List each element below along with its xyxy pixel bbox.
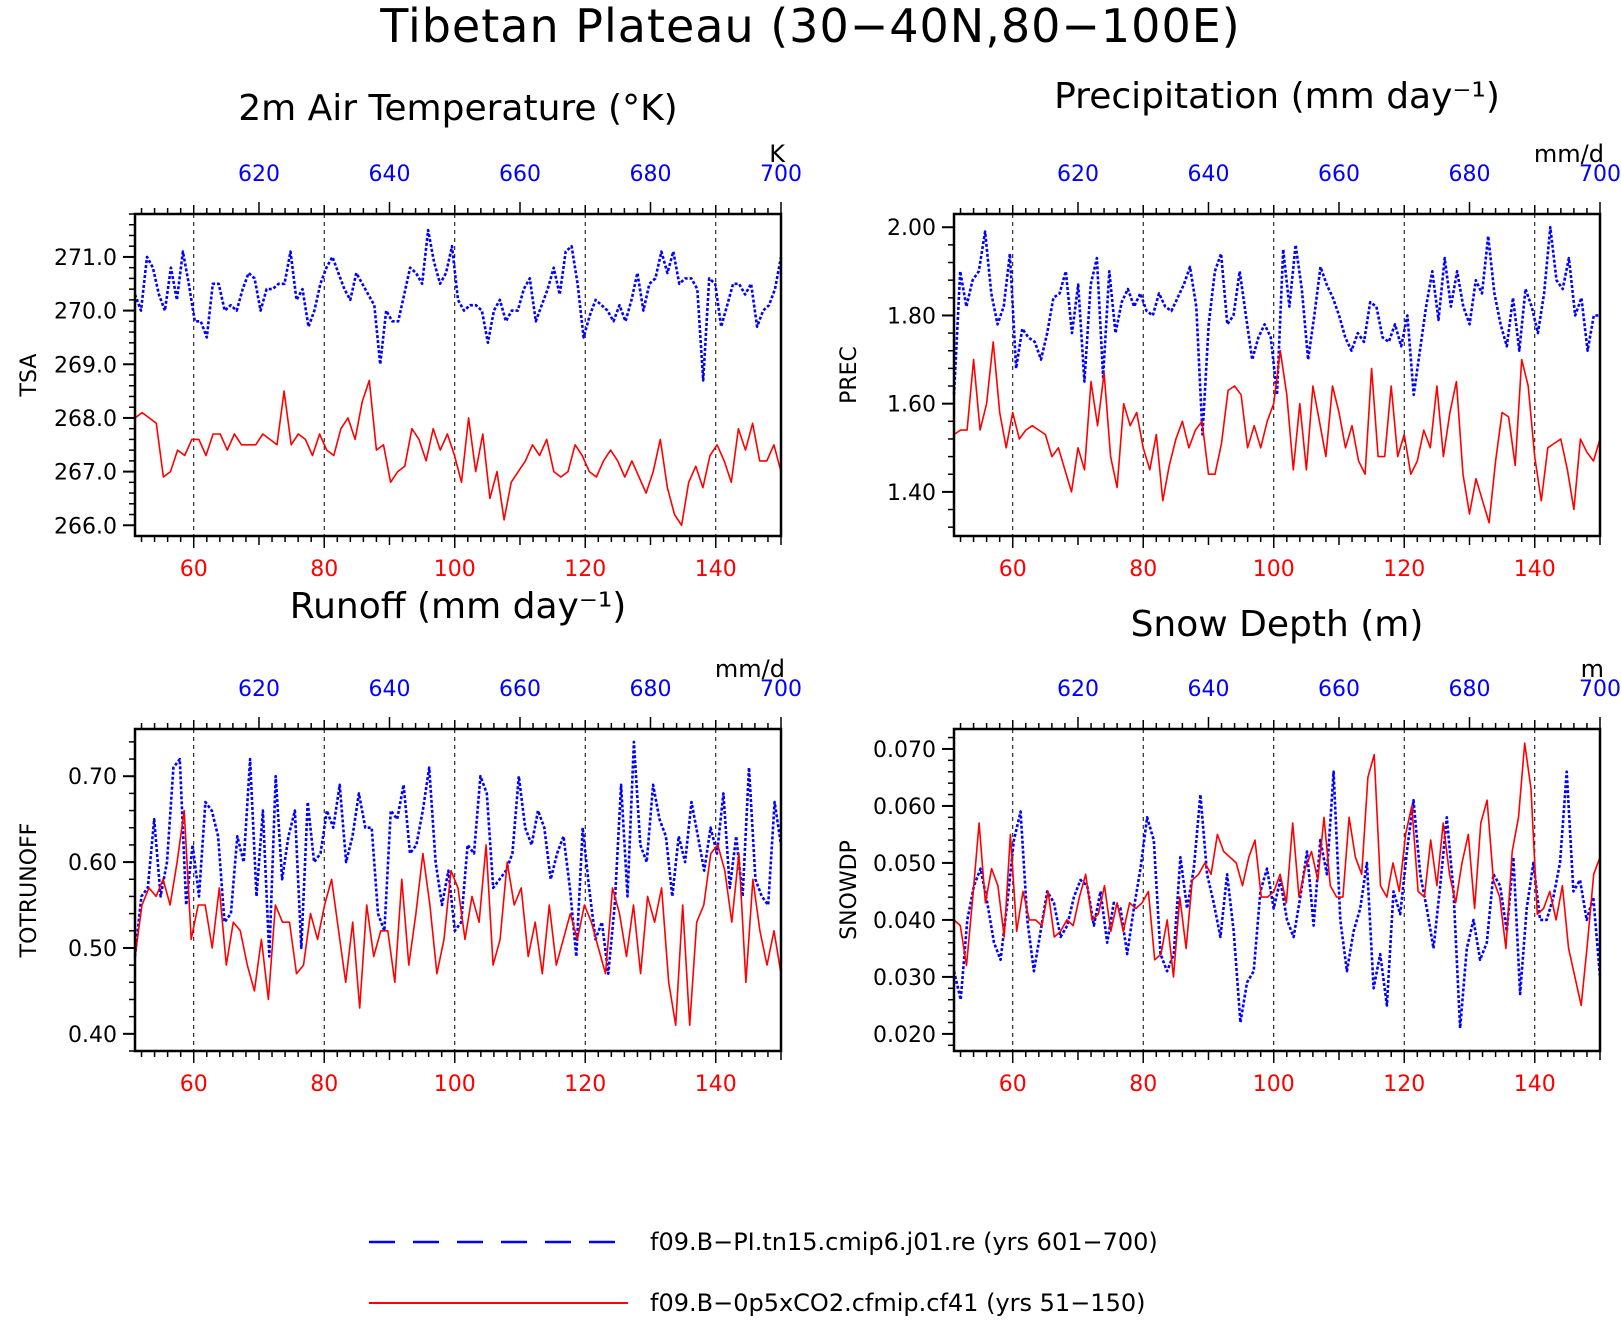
x-bottom-tick-label: 60 [999, 557, 1027, 582]
x-top-tick-label: 660 [1318, 162, 1360, 187]
chart-panel-2: Runoff (mm day⁻¹) TOTRUNOFF mm/d 0.40 0.50 0.… [17, 586, 802, 1097]
x-bottom-tick-label: 80 [1129, 1072, 1157, 1097]
chart-panels: 2m Air Temperature (°K) TSA K 266.0 267.0 268… [17, 76, 1621, 1097]
y-tick-label: 267.0 [54, 461, 117, 486]
y-tick-label: 270.0 [54, 300, 117, 325]
y-tick-label: 1.40 [887, 481, 936, 506]
panel-title: Runoff (mm day⁻¹) [290, 586, 627, 627]
y-tick-label: 0.020 [873, 1023, 936, 1048]
x-top-tick-label: 640 [1187, 162, 1229, 187]
x-bottom-tick-label: 80 [310, 557, 338, 582]
y-axis-label: TOTRUNOFF [17, 823, 42, 959]
panel-title: Precipitation (mm day⁻¹) [1054, 76, 1500, 117]
x-top-tick-label: 680 [1448, 677, 1490, 702]
x-top-tick-label: 660 [499, 677, 541, 702]
panel-title: 2m Air Temperature (°K) [238, 88, 677, 129]
x-bottom-tick-label: 140 [695, 1072, 737, 1097]
series-line-control [133, 228, 783, 382]
x-top-tick-label: 680 [629, 162, 671, 187]
x-bottom-tick-label: 120 [564, 557, 606, 582]
x-top-tick-label: 620 [238, 162, 280, 187]
figure-title: Tibetan Plateau (30−40N,80−100E) [380, 0, 1241, 53]
y-tick-label: 1.80 [887, 304, 936, 329]
units-label: mm/d [715, 655, 785, 683]
panel-title: Snow Depth (m) [1131, 604, 1424, 645]
x-top-tick-label: 620 [1057, 162, 1099, 187]
x-top-tick-label: 660 [499, 162, 541, 187]
x-top-tick-label: 620 [1057, 677, 1099, 702]
y-tick-label: 0.60 [68, 851, 117, 876]
y-tick-label: 0.030 [873, 966, 936, 991]
x-top-tick-label: 640 [368, 162, 410, 187]
series-line-control [133, 740, 783, 976]
x-bottom-tick-label: 60 [999, 1072, 1027, 1097]
x-bottom-tick-label: 120 [564, 1072, 606, 1097]
plot-frame [952, 727, 1602, 1053]
y-tick-label: 0.060 [873, 795, 936, 820]
series-line-experiment [953, 742, 1601, 1007]
x-bottom-tick-label: 60 [180, 1072, 208, 1097]
x-bottom-tick-label: 100 [434, 1072, 476, 1097]
units-label: K [769, 140, 786, 168]
y-tick-label: 2.00 [887, 216, 936, 241]
series-line-experiment [953, 341, 1601, 524]
x-top-tick-label: 680 [629, 677, 671, 702]
y-tick-label: 0.50 [68, 937, 117, 962]
y-tick-label: 0.070 [873, 738, 936, 763]
series-line-control [952, 770, 1602, 1030]
plot-frame [133, 727, 783, 1053]
y-tick-label: 266.0 [54, 514, 117, 539]
y-tick-label: 1.60 [887, 393, 936, 418]
x-top-tick-label: 700 [1579, 162, 1621, 187]
y-axis-label: SNOWDP [837, 840, 862, 940]
x-top-tick-label: 640 [1187, 677, 1229, 702]
x-top-tick-label: 700 [1579, 677, 1621, 702]
x-bottom-tick-label: 100 [1253, 557, 1295, 582]
y-axis-label: PREC [837, 346, 862, 404]
units-label: mm/d [1534, 140, 1604, 168]
y-tick-label: 0.40 [68, 1023, 117, 1048]
x-bottom-tick-label: 140 [695, 557, 737, 582]
x-bottom-tick-label: 140 [1514, 1072, 1556, 1097]
x-top-tick-label: 700 [760, 162, 802, 187]
chart-panel-3: Snow Depth (m) SNOWDP m 0.020 0.030 0.040 0.05… [837, 604, 1621, 1097]
plot-frame [952, 212, 1602, 538]
y-tick-label: 0.040 [873, 909, 936, 934]
x-top-tick-label: 620 [238, 677, 280, 702]
plot-frame [133, 212, 783, 538]
x-bottom-tick-label: 140 [1514, 557, 1556, 582]
x-bottom-tick-label: 120 [1383, 1072, 1425, 1097]
x-bottom-tick-label: 60 [180, 557, 208, 582]
x-top-tick-label: 700 [760, 677, 802, 702]
x-top-tick-label: 640 [368, 677, 410, 702]
x-top-tick-label: 660 [1318, 677, 1360, 702]
series-line-experiment [134, 379, 782, 527]
x-bottom-tick-label: 80 [310, 1072, 338, 1097]
y-tick-label: 268.0 [54, 407, 117, 432]
x-bottom-tick-label: 120 [1383, 557, 1425, 582]
units-label: m [1581, 655, 1604, 683]
legend-label-experiment: f09.B−0p5xCO2.cfmip.cf41 (yrs 51−150) [650, 1289, 1145, 1317]
series-line-control [952, 225, 1600, 436]
y-tick-label: 271.0 [54, 246, 117, 271]
series-line-experiment [134, 809, 782, 1026]
y-axis-label: TSA [17, 354, 42, 398]
chart-panel-0: 2m Air Temperature (°K) TSA K 266.0 267.0 268… [17, 88, 802, 582]
x-bottom-tick-label: 100 [434, 557, 476, 582]
legend-label-control: f09.B−PI.tn15.cmip6.j01.re (yrs 601−700) [650, 1228, 1158, 1256]
y-tick-label: 269.0 [54, 353, 117, 378]
legend: f09.B−PI.tn15.cmip6.j01.re (yrs 601−700)… [369, 1228, 1158, 1317]
y-tick-label: 0.70 [68, 765, 117, 790]
x-bottom-tick-label: 100 [1253, 1072, 1295, 1097]
x-top-tick-label: 680 [1448, 162, 1490, 187]
chart-panel-1: Precipitation (mm day⁻¹) PREC mm/d 1.40 1.60… [837, 76, 1621, 582]
x-bottom-tick-label: 80 [1129, 557, 1157, 582]
y-tick-label: 0.050 [873, 852, 936, 877]
